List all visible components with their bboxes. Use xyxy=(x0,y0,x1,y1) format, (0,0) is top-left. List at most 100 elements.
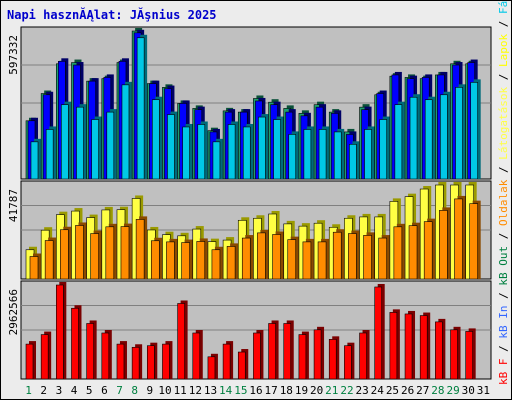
bar-kbytes-7 xyxy=(116,343,125,380)
chart-title: Napi hasznĂĄlat: JĂşnius 2025 xyxy=(7,7,217,22)
bar-sites-26 xyxy=(408,225,418,280)
bar-pages-11 xyxy=(182,126,190,180)
bar-sites-24 xyxy=(378,237,388,280)
bar-sites-6 xyxy=(105,226,115,280)
x-tick-label-9: 9 xyxy=(147,384,154,397)
bar-sites-4 xyxy=(75,225,84,280)
bar-sites-25 xyxy=(393,226,403,280)
x-tick-label-3: 3 xyxy=(56,384,63,397)
bar-kbytes-29 xyxy=(450,329,458,380)
bar-sites-27 xyxy=(423,221,433,280)
bar-pages-19 xyxy=(303,129,312,180)
bar-kbytes-20 xyxy=(313,329,322,380)
x-tick-label-21: 21 xyxy=(325,384,338,397)
x-tick-label-16: 16 xyxy=(249,384,262,397)
bar-kbytes-30 xyxy=(465,331,473,380)
bar-sites-1 xyxy=(29,256,39,280)
x-tick-label-1: 1 xyxy=(25,384,32,397)
legend-item-4: Látogatások xyxy=(497,87,510,160)
bar-sites-28 xyxy=(439,210,448,280)
legend-item-6: Fájlok xyxy=(497,1,510,14)
bar-kbytes-10 xyxy=(162,343,170,380)
bar-pages-21 xyxy=(333,131,342,180)
bar-kbytes-23 xyxy=(359,332,367,380)
x-tick-label-27: 27 xyxy=(416,384,429,397)
x-tick-label-6: 6 xyxy=(101,384,108,397)
bar-sites-15 xyxy=(241,237,251,280)
bar-kbytes-26 xyxy=(404,313,413,380)
bar-pages-7 xyxy=(121,84,130,180)
bar-sites-12 xyxy=(196,241,206,280)
x-tick-label-20: 20 xyxy=(310,384,323,397)
bar-pages-20 xyxy=(318,129,327,180)
bar-sites-14 xyxy=(226,246,236,280)
bar-pages-10 xyxy=(167,114,175,180)
x-tick-label-28: 28 xyxy=(431,384,444,397)
bar-kbytes-28 xyxy=(435,321,443,380)
bar-sites-5 xyxy=(90,233,99,280)
x-tick-label-25: 25 xyxy=(386,384,399,397)
x-tick-label-23: 23 xyxy=(356,384,369,397)
bar-sites-22 xyxy=(348,233,357,280)
x-tick-label-30: 30 xyxy=(462,384,475,397)
y-max-label-2: 41787 xyxy=(7,189,20,222)
legend-item-5: Lapok xyxy=(497,34,510,67)
bar-sites-10 xyxy=(166,241,175,280)
legend: kB F / kB In / kB Out / Oldalak / Látoga… xyxy=(497,1,510,385)
bar-kbytes-5 xyxy=(86,323,94,380)
legend-text: kB F / kB In / kB Out / Oldalak / Látoga… xyxy=(497,1,510,385)
bar-kbytes-8 xyxy=(131,346,140,380)
x-tick-label-26: 26 xyxy=(401,384,414,397)
bar-kbytes-15 xyxy=(237,351,246,380)
bar-pages-6 xyxy=(106,111,115,180)
x-tick-label-10: 10 xyxy=(158,384,171,397)
bar-kbytes-12 xyxy=(192,332,201,380)
x-tick-label-31: 31 xyxy=(477,384,490,397)
bar-sites-23 xyxy=(363,235,372,280)
bar-sites-11 xyxy=(181,242,190,280)
bar-pages-30 xyxy=(470,82,478,180)
bar-pages-27 xyxy=(424,99,433,180)
bar-pages-22 xyxy=(349,144,357,180)
x-tick-label-15: 15 xyxy=(234,384,247,397)
x-tick-label-5: 5 xyxy=(86,384,93,397)
x-tick-label-2: 2 xyxy=(40,384,47,397)
x-tick-label-7: 7 xyxy=(116,384,123,397)
x-tick-label-14: 14 xyxy=(219,384,233,397)
x-tick-label-17: 17 xyxy=(265,384,278,397)
bar-kbytes-2 xyxy=(40,334,49,380)
bar-sites-29 xyxy=(454,198,463,280)
bar-pages-3 xyxy=(61,104,69,180)
bar-sites-8 xyxy=(135,219,145,280)
y-max-label-3: 2962566 xyxy=(7,289,20,335)
x-tick-label-12: 12 xyxy=(189,384,202,397)
bar-pages-15 xyxy=(242,126,251,180)
x-tick-label-8: 8 xyxy=(131,384,138,397)
legend-item-0: kB F xyxy=(497,359,510,386)
bar-kbytes-17 xyxy=(268,323,276,380)
legend-item-2: kB Out xyxy=(497,246,510,286)
bar-pages-26 xyxy=(409,96,418,180)
legend-item-1: kB In xyxy=(497,306,510,339)
bar-kbytes-13 xyxy=(207,356,216,380)
bar-sites-21 xyxy=(332,231,342,280)
bar-kbytes-9 xyxy=(146,345,155,380)
bar-sites-20 xyxy=(317,241,327,280)
bar-kbytes-21 xyxy=(328,339,337,380)
bar-sites-30 xyxy=(469,203,478,280)
bar-kbytes-11 xyxy=(177,303,185,380)
bar-pages-17 xyxy=(273,119,281,180)
chart-panels xyxy=(20,26,492,380)
legend-item-3: Oldalak xyxy=(497,179,510,226)
bar-pages-23 xyxy=(364,129,372,180)
bar-pages-12 xyxy=(197,124,206,180)
bar-pages-8 xyxy=(136,37,145,180)
x-tick-label-29: 29 xyxy=(446,384,459,397)
bar-pages-16 xyxy=(258,116,266,180)
bar-kbytes-25 xyxy=(389,312,398,380)
bar-sites-2 xyxy=(44,240,54,280)
bar-pages-24 xyxy=(379,119,388,180)
bar-pages-5 xyxy=(91,119,99,180)
